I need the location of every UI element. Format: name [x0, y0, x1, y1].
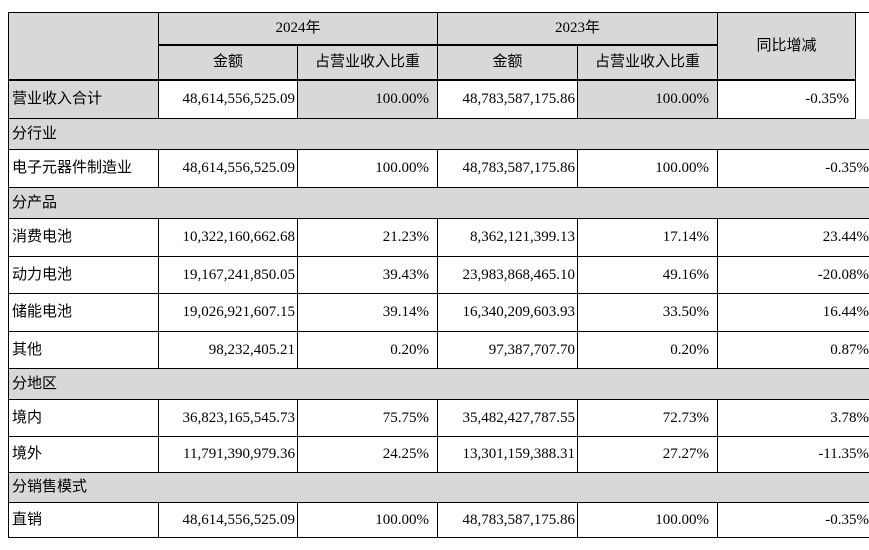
ratio-2023-cell: 49.16% — [578, 257, 718, 294]
section-band-row: 分销售模式 — [9, 473, 869, 503]
yoy-cell: -0.35% — [718, 503, 869, 538]
row-label-cell: 境外 — [9, 437, 159, 473]
amount-2024-cell: 19,026,921,607.15 — [159, 294, 298, 332]
ratio-2024-cell: 39.43% — [298, 257, 438, 294]
yoy-cell: 23.44% — [718, 219, 869, 257]
section-band-row: 分行业 — [9, 119, 869, 150]
amount-2023-cell: 48,783,587,175.86 — [438, 81, 578, 119]
row-label-cell: 动力电池 — [9, 257, 159, 294]
amount-2023-cell: 23,983,868,465.10 — [438, 257, 578, 294]
revenue-breakdown-table: 2024年 2023年 同比增减 金额 占营业收入比重 金额 占营业收入比重 营… — [8, 12, 869, 538]
yoy-cell: -0.35% — [718, 150, 869, 188]
amount-2023-cell: 48,783,587,175.86 — [438, 150, 578, 188]
column-header-yoy: 同比增减 — [718, 13, 856, 81]
ratio-2023-cell: 100.00% — [578, 81, 718, 119]
row-label-cell: 消费电池 — [9, 219, 159, 257]
row-label-cell: 营业收入合计 — [9, 81, 159, 119]
amount-2024-cell: 48,614,556,525.09 — [159, 81, 298, 119]
column-group-2024: 2024年 — [159, 13, 438, 46]
yoy-cell: -20.08% — [718, 257, 869, 294]
yoy-cell: -0.35% — [718, 81, 856, 119]
ratio-2023-cell: 0.20% — [578, 332, 718, 369]
yoy-cell: -11.35% — [718, 437, 869, 473]
column-header-amount-2023: 金额 — [438, 46, 578, 81]
section-band-row: 分产品 — [9, 188, 869, 219]
amount-2024-cell: 98,232,405.21 — [159, 332, 298, 369]
amount-2023-cell: 97,387,707.70 — [438, 332, 578, 369]
row-label-cell: 储能电池 — [9, 294, 159, 332]
amount-2024-cell: 48,614,556,525.09 — [159, 503, 298, 538]
ratio-2024-cell: 21.23% — [298, 219, 438, 257]
amount-2023-cell: 48,783,587,175.86 — [438, 503, 578, 538]
corner-blank-cell — [9, 13, 159, 81]
ratio-2024-cell: 100.00% — [298, 503, 438, 538]
ratio-2024-cell: 0.20% — [298, 332, 438, 369]
ratio-2024-cell: 100.00% — [298, 81, 438, 119]
row-label-cell: 其他 — [9, 332, 159, 369]
yoy-cell: 3.78% — [718, 400, 869, 437]
ratio-2023-cell: 33.50% — [578, 294, 718, 332]
column-header-ratio-2023: 占营业收入比重 — [578, 46, 718, 81]
row-label-cell: 直销 — [9, 503, 159, 538]
yoy-cell: 16.44% — [718, 294, 869, 332]
ratio-2024-cell: 24.25% — [298, 437, 438, 473]
yoy-cell: 0.87% — [718, 332, 869, 369]
row-label-cell: 电子元器件制造业 — [9, 150, 159, 188]
column-group-2023: 2023年 — [438, 13, 718, 46]
ratio-2023-cell: 72.73% — [578, 400, 718, 437]
ratio-2023-cell: 27.27% — [578, 437, 718, 473]
row-label-cell: 境内 — [9, 400, 159, 437]
ratio-2024-cell: 100.00% — [298, 150, 438, 188]
ratio-2023-cell: 100.00% — [578, 503, 718, 538]
amount-2024-cell: 11,791,390,979.36 — [159, 437, 298, 473]
section-band-row: 分地区 — [9, 369, 869, 400]
amount-2024-cell: 19,167,241,850.05 — [159, 257, 298, 294]
ratio-2023-cell: 100.00% — [578, 150, 718, 188]
column-header-ratio-2024: 占营业收入比重 — [298, 46, 438, 81]
amount-2023-cell: 16,340,209,603.93 — [438, 294, 578, 332]
amount-2023-cell: 35,482,427,787.55 — [438, 400, 578, 437]
amount-2024-cell: 48,614,556,525.09 — [159, 150, 298, 188]
revenue-table-grid: 2024年 2023年 同比增减 金额 占营业收入比重 金额 占营业收入比重 营… — [8, 12, 869, 538]
ratio-2023-cell: 17.14% — [578, 219, 718, 257]
ratio-2024-cell: 39.14% — [298, 294, 438, 332]
amount-2024-cell: 10,322,160,662.68 — [159, 219, 298, 257]
amount-2023-cell: 13,301,159,388.31 — [438, 437, 578, 473]
amount-2023-cell: 8,362,121,399.13 — [438, 219, 578, 257]
ratio-2024-cell: 75.75% — [298, 400, 438, 437]
amount-2024-cell: 36,823,165,545.73 — [159, 400, 298, 437]
column-header-amount-2024: 金额 — [159, 46, 298, 81]
